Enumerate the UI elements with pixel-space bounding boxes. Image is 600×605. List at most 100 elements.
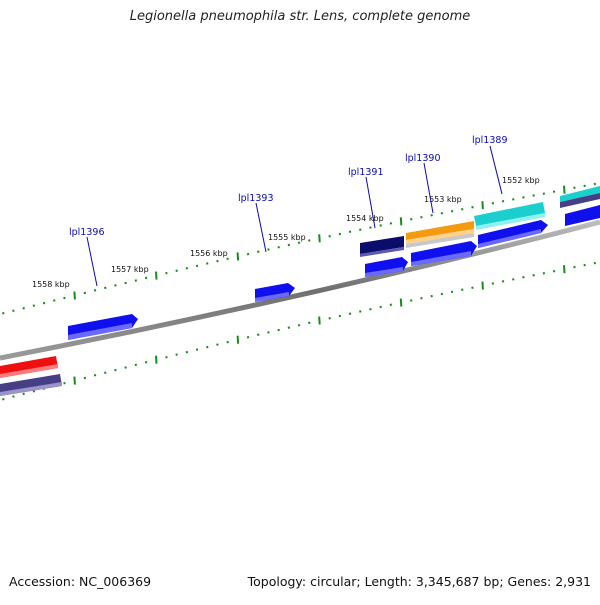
lower-track-tick: [379, 305, 382, 309]
genome-summary-text: Topology: circular; Length: 3,345,687 bp…: [247, 574, 591, 589]
upper-track-tick: [563, 185, 566, 194]
lower-track-tick: [399, 298, 403, 307]
lower-track-tick: [593, 261, 597, 265]
upper-track-tick: [471, 205, 474, 209]
upper-track-tick: [93, 289, 97, 292]
lower-track-tick: [155, 355, 158, 364]
upper-track-tick: [359, 228, 362, 231]
tick-label-1556: 1556 kbp: [190, 249, 228, 258]
lower-track-tick: [216, 343, 219, 346]
upper-track-tick: [573, 186, 576, 190]
lower-track-tick: [471, 286, 474, 289]
lower-track-tick: [114, 368, 117, 372]
gene-block-upper-b[interactable]: [365, 257, 408, 277]
lower-track-tick: [73, 376, 76, 385]
lower-track-tick: [63, 382, 66, 385]
upper-track-tick: [348, 230, 352, 234]
upper-track-tick: [277, 246, 280, 249]
upper-track-tick: [206, 262, 209, 265]
upper-track-tick: [83, 291, 87, 295]
upper-track-tick: [144, 276, 148, 280]
lower-track-tick: [481, 281, 484, 290]
lower-track-tick: [532, 274, 535, 277]
lower-track-tick: [542, 271, 546, 275]
upper-track-tick: [73, 291, 76, 300]
upper-track-tick: [491, 201, 495, 205]
lower-track-tick: [430, 294, 433, 298]
lower-track-tick: [369, 308, 372, 311]
genome-backbone: [0, 219, 600, 361]
lower-track-tick: [246, 335, 250, 339]
upper-track-tick: [593, 182, 597, 186]
tick-label-1558: 1558 kbp: [32, 280, 70, 289]
lower-track-tick: [450, 290, 454, 294]
gene-label-lpl1396[interactable]: lpl1396: [69, 227, 105, 238]
gene-label-lpl1393[interactable]: lpl1393: [238, 193, 274, 204]
lower-track-tick: [348, 312, 352, 315]
upper-track-tick: [410, 218, 413, 221]
lower-track-tick: [420, 297, 423, 300]
gene-lpl1391-block[interactable]: [360, 236, 404, 257]
tick-label-1554: 1554 kbp: [346, 214, 384, 223]
upper-track-tick: [246, 252, 250, 256]
upper-track-tick: [461, 207, 464, 211]
lower-track-tick: [318, 316, 321, 325]
upper-track-tick: [267, 248, 270, 251]
leader-line-lpl1393: [255, 202, 267, 253]
lower-track-tick: [440, 292, 444, 296]
gene-lpl1390-block[interactable]: [406, 221, 474, 248]
lower-track-tick: [175, 353, 178, 356]
gene-block-upper-f[interactable]: [68, 314, 138, 340]
gene-label-lpl1391[interactable]: lpl1391: [348, 167, 384, 178]
gene-block-red[interactable]: [0, 356, 58, 378]
lower-track-tick: [124, 366, 127, 369]
lower-track-tick: [2, 397, 5, 401]
gene-block-upper-d[interactable]: [478, 220, 548, 248]
lower-track-tick: [512, 278, 515, 281]
upper-track-tick: [134, 279, 138, 282]
upper-track-tick: [522, 196, 525, 199]
lower-track-tick: [501, 280, 505, 283]
upper-track-tick: [22, 306, 25, 310]
lower-track-tick: [522, 276, 525, 279]
upper-track-tick: [165, 271, 168, 275]
upper-track-tick: [216, 259, 219, 263]
gene-block-upper-c[interactable]: [411, 241, 477, 266]
upper-track-tick: [318, 234, 321, 243]
upper-tick-track: [2, 182, 597, 315]
gene-block-upper-e[interactable]: [565, 205, 600, 226]
tick-label-1555: 1555 kbp: [268, 233, 306, 242]
lower-track-tick: [410, 299, 413, 302]
upper-track-tick: [53, 299, 56, 302]
lower-track-tick: [359, 310, 362, 313]
lower-track-tick: [277, 328, 280, 332]
upper-track-tick: [399, 217, 403, 226]
upper-track-tick: [42, 301, 46, 305]
tick-label-1552: 1552 kbp: [502, 176, 540, 185]
map-title: Legionella pneumophila str. Lens, comple…: [129, 9, 471, 24]
upper-track-tick: [236, 252, 240, 261]
lower-track-tick: [461, 288, 464, 292]
lower-track-tick: [165, 355, 168, 359]
gene-edge-cluster-top[interactable]: [560, 186, 600, 208]
gene-block-upper-a[interactable]: [255, 283, 295, 302]
upper-track-tick: [583, 184, 586, 188]
leader-line-lpl1396: [86, 236, 98, 287]
gene-lpl1389-block[interactable]: [474, 202, 545, 230]
lower-track-tick: [573, 265, 576, 269]
gene-block-slate[interactable]: [0, 374, 62, 396]
upper-track-tick: [114, 284, 117, 287]
gene-label-lpl1390[interactable]: lpl1390: [405, 153, 441, 164]
tick-label-1557: 1557 kbp: [111, 265, 149, 274]
gene-label-lpl1389[interactable]: lpl1389: [472, 135, 508, 146]
leader-line-lpl1389: [489, 145, 503, 195]
lower-track-tick: [185, 350, 189, 354]
lower-track-tick: [93, 374, 97, 377]
upper-track-tick: [369, 226, 372, 229]
lower-track-tick: [267, 331, 270, 334]
upper-track-tick: [338, 232, 342, 236]
upper-track-tick: [257, 250, 260, 254]
lower-track-tick: [144, 361, 148, 364]
lower-track-tick: [195, 348, 199, 351]
